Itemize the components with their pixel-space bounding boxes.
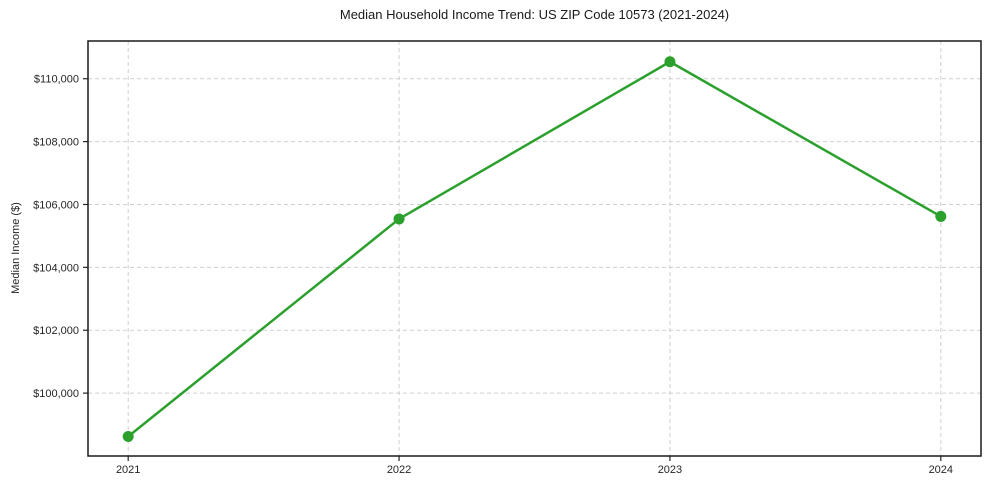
y-tick-label: $110,000 — [34, 74, 79, 86]
x-tick-label: 2023 — [658, 464, 682, 476]
y-tick-label: $102,000 — [33, 325, 79, 337]
trend-line — [126, 60, 943, 438]
y-tick-label: $100,000 — [33, 388, 79, 400]
data-point-marker — [664, 56, 676, 68]
data-point-marker — [122, 431, 134, 443]
chart-title: Median Household Income Trend: US ZIP Co… — [339, 7, 730, 22]
data-point-marker — [393, 213, 405, 225]
data-point-marker — [935, 210, 947, 222]
plot-border — [87, 40, 982, 457]
y-tick-label: $106,000 — [33, 199, 79, 211]
y-tick-label: $104,000 — [33, 262, 79, 274]
x-tick-label: 2021 — [116, 464, 140, 476]
y-tick-label: $108,000 — [33, 137, 79, 149]
x-tick-label: 2024 — [929, 464, 953, 476]
x-tick-label: 2022 — [387, 464, 411, 476]
